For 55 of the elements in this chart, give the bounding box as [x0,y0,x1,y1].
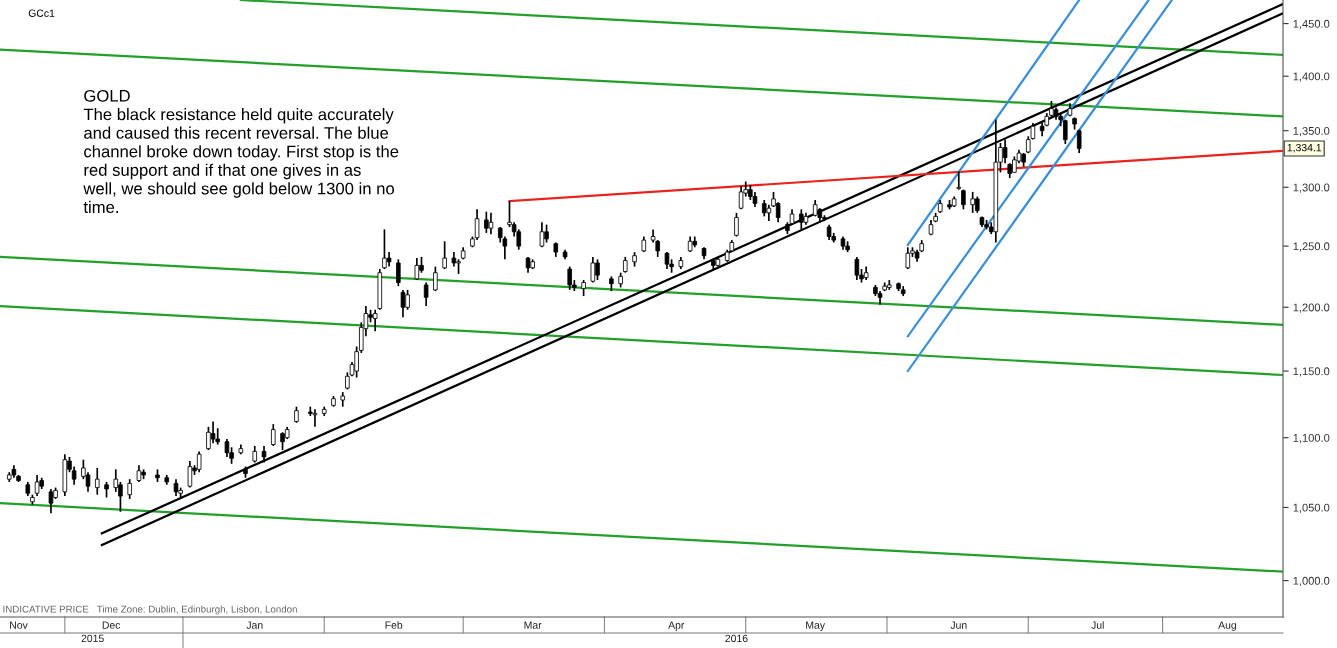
candlestick [423,281,429,307]
candlestick [956,170,962,191]
candlestick [799,208,804,231]
annotation: INDICATIVE PRICE Time Zone: Dublin, Edinburgh, Lisbon, London [3,605,297,615]
candlestick [488,212,494,235]
annotation: GOLD The black resistance held quite accurately and caused this recent reversal. The blue channel broke down today. First stop is the red support and if that one gives in as well, we should see gold below 1300 in no time. [83,89,399,214]
candlestick [484,210,489,234]
x-tick-label: Feb [385,621,403,629]
y-tick-label: 1,300.0 [1293,183,1330,193]
y-tick-label: 1,350.0 [1293,126,1330,137]
candlestick [854,256,860,281]
x-tick-label: Jan [246,621,263,629]
text: GCc1 [28,9,55,17]
x-tick-label: Mar [524,621,542,629]
candlestick [196,450,202,474]
y-tick-label: 1,000.0 [1293,576,1330,587]
candlestick [396,258,401,288]
y-tick-label: 1,050.0 [1293,503,1330,513]
candlestick [94,467,100,496]
candlestick [312,408,318,428]
x2-tick-label: 2016 [725,634,748,643]
x-tick-label: Dec [102,621,121,629]
y-tick-label: 1,250.0 [1293,242,1330,252]
x-tick-label: Nov [10,621,28,629]
x-tick-label: Jun [950,621,967,629]
candlestick [187,460,193,489]
candlestick [210,420,216,445]
x2-tick-label: 2015 [81,634,104,643]
candlestick [1002,138,1008,165]
candlestick [414,257,420,281]
candlestick [539,221,545,249]
candlestick [113,468,119,493]
candlestick [127,478,132,500]
y-tick-label: 1,150.0 [1293,367,1330,377]
candlestick [85,471,91,493]
x-tick-label: Aug [1218,621,1237,631]
candlestick [34,474,40,497]
candlestick [442,240,447,270]
y-tick-label: 1,100.0 [1293,433,1330,444]
candlestick [905,246,911,270]
candlestick [48,488,54,515]
y-tick-label: 1,200.0 [1293,303,1330,313]
y-tick-label: 1,450.0 [1293,19,1330,30]
x-tick-label: Apr [668,621,685,631]
x-tick-label: May [806,621,826,631]
y-tick-label: 1,400.0 [1293,72,1330,82]
candlestick [433,265,438,292]
candlestick [590,256,596,284]
candlestick [372,308,378,333]
candlestick [271,423,276,447]
candlestick [775,201,781,224]
candlestick [734,212,739,238]
annotation: 1,334.1 [1287,143,1322,153]
candlestick [400,289,406,319]
x-tick-label: Jul [1091,621,1104,629]
